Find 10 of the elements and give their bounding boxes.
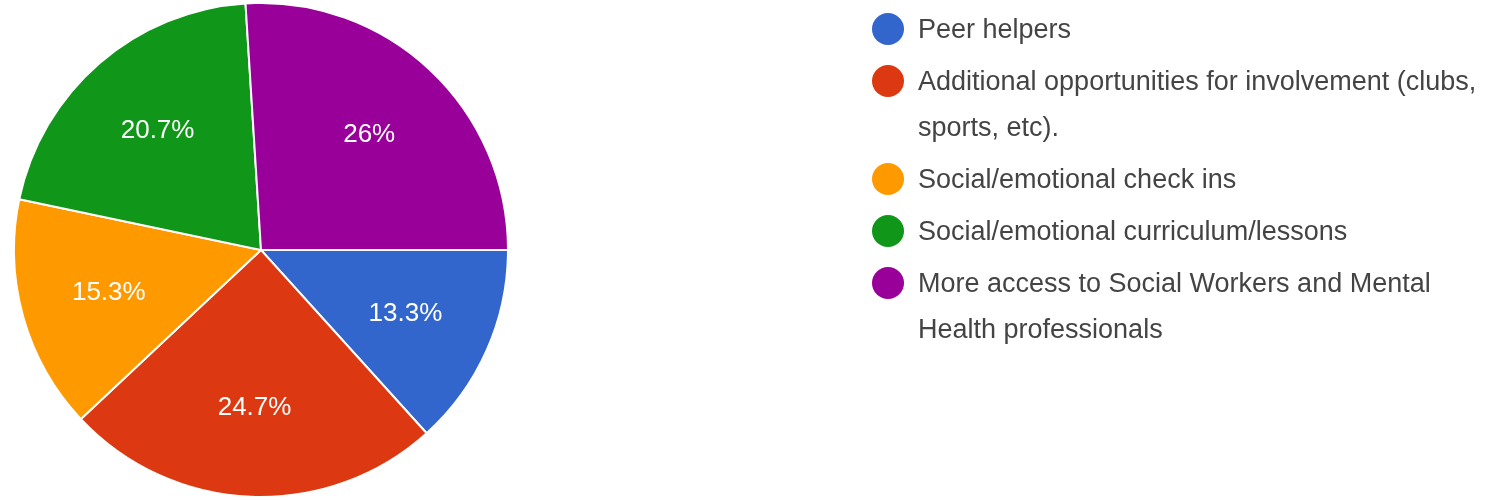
legend-label: Peer helpers — [918, 13, 1072, 46]
data-label: 26% — [343, 117, 396, 148]
data-label: 24.7% — [217, 391, 292, 422]
legend-label: More access to Social Workers and Mental Health professionals — [918, 267, 1432, 346]
data-label: 20.7% — [120, 113, 195, 144]
data-label: 15.3% — [71, 275, 146, 306]
legend-label: Social/emotional check ins — [918, 163, 1237, 196]
legend-label: Additional opportunities for involvement (clubs, sports, etc). — [918, 65, 1478, 144]
legend-label: Social/emotional curriculum/lessons — [918, 215, 1348, 248]
data-label: 13.3% — [368, 297, 443, 328]
